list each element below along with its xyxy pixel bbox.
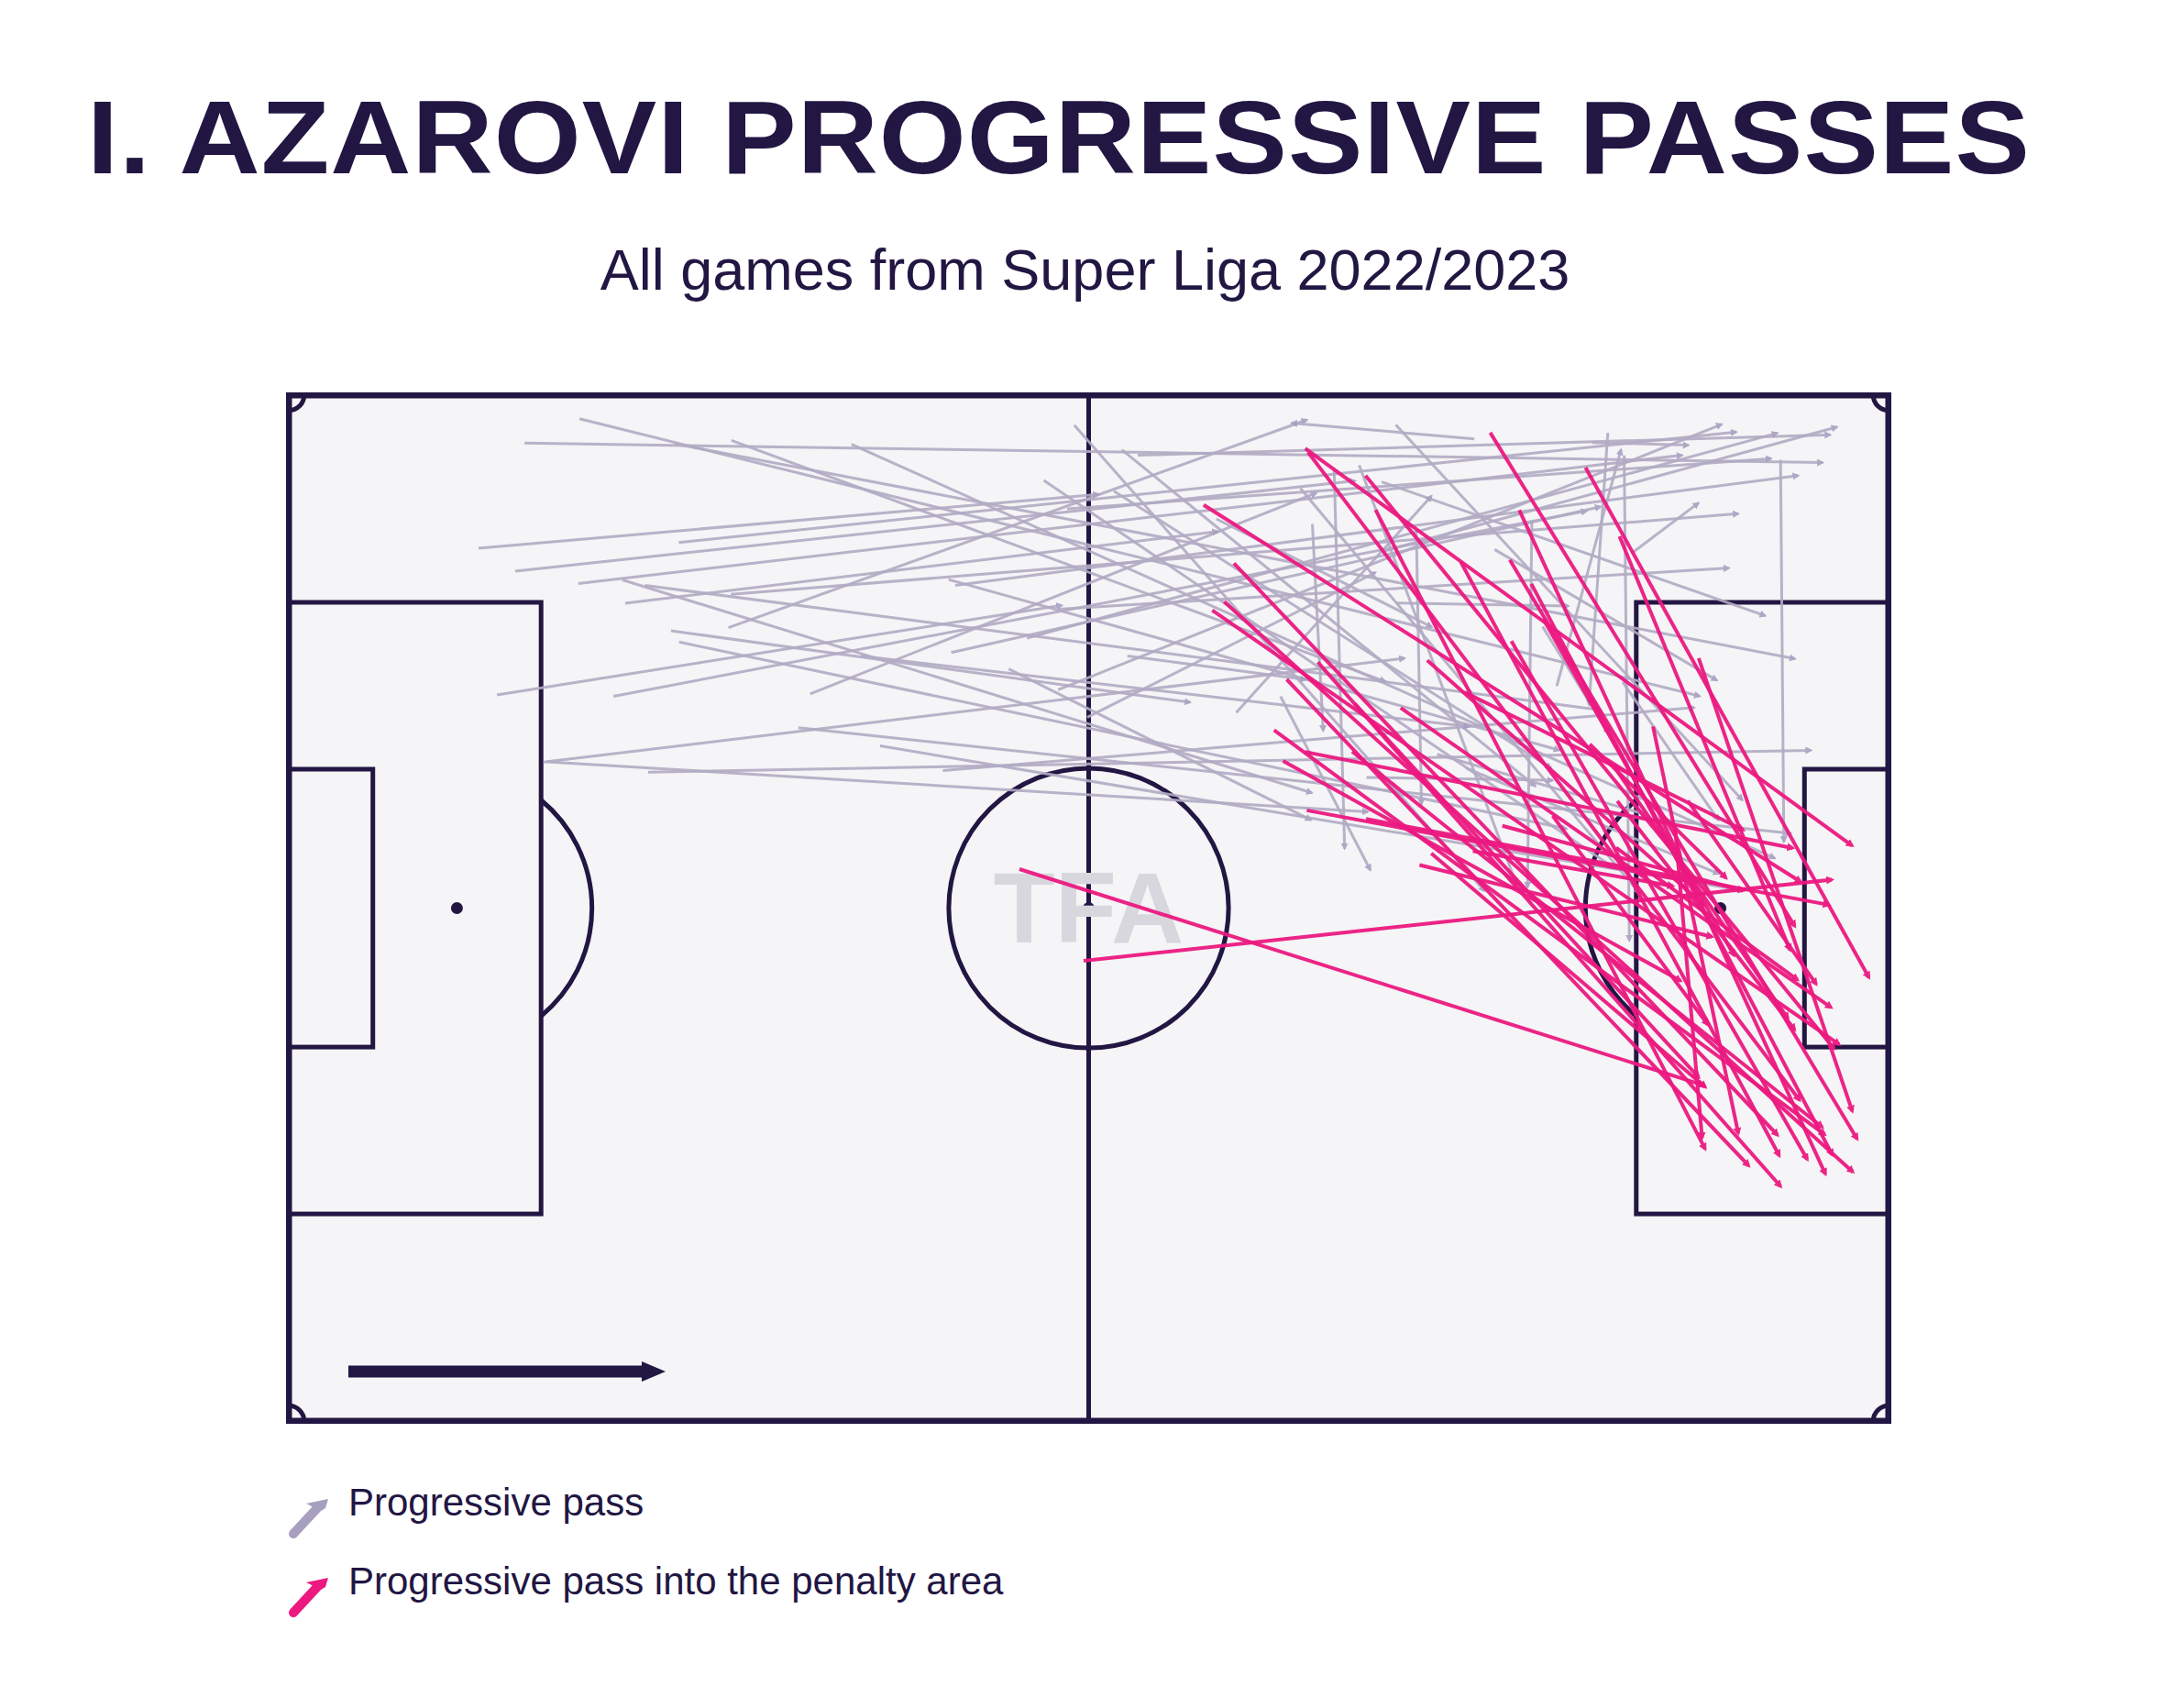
svg-text:TFA: TFA [994, 851, 1184, 964]
